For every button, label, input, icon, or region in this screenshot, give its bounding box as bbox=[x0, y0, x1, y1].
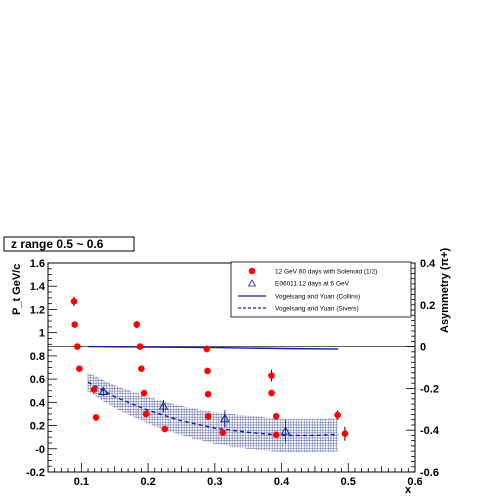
data-point-solenoid bbox=[204, 412, 212, 420]
y-left-tick-label: 1.6 bbox=[30, 258, 45, 270]
data-point-solenoid bbox=[90, 386, 98, 393]
data-point-solenoid bbox=[142, 410, 150, 418]
y-right-tick-label: 0.2 bbox=[420, 300, 435, 312]
y-left-tick-label: 1.2 bbox=[30, 304, 45, 316]
y-left-tick-label: -0 bbox=[35, 444, 45, 456]
y-axis-right-title: Asymmetry (π+) bbox=[439, 248, 451, 333]
x-tick-label: 0.1 bbox=[74, 476, 89, 488]
y-right-tick-label: -0.4 bbox=[420, 425, 440, 437]
data-point-solenoid bbox=[140, 389, 148, 397]
data-point-solenoid bbox=[341, 430, 349, 437]
title-frame bbox=[3, 236, 135, 252]
data-points bbox=[70, 296, 349, 443]
sivers-curve bbox=[87, 381, 339, 437]
y-left-tick-label: 0.8 bbox=[30, 351, 45, 363]
legend-label-solenoid: 12 GeV 60 days with Solenoid (1/2) bbox=[275, 269, 377, 276]
data-point-solenoid bbox=[203, 345, 211, 353]
y-left-tick-label: 0.6 bbox=[30, 374, 45, 386]
data-point-solenoid bbox=[92, 414, 100, 421]
y-right-tick-label: -0.2 bbox=[420, 383, 439, 395]
data-point-solenoid bbox=[272, 412, 280, 420]
legend-marker-open-triangle bbox=[247, 279, 257, 287]
data-point-e06011 bbox=[280, 426, 291, 435]
data-point-solenoid bbox=[133, 321, 141, 328]
data-point-solenoid bbox=[219, 429, 227, 436]
data-point-solenoid bbox=[138, 365, 145, 372]
data-point-e06011 bbox=[219, 413, 230, 423]
data-point-solenoid bbox=[204, 367, 211, 375]
y-left-tick-label: 0.2 bbox=[30, 421, 45, 433]
legend-label-collins: Vogelsang and Yuan (Collins) bbox=[275, 294, 360, 301]
x-tick-label: 0.3 bbox=[207, 476, 222, 488]
data-point-solenoid bbox=[268, 389, 275, 397]
sivers-error-band bbox=[87, 372, 338, 453]
data-point-e06011 bbox=[158, 401, 169, 410]
y-axis-left-title: P_t GeV/c bbox=[11, 264, 23, 315]
legend-marker-filled-circle bbox=[248, 267, 256, 275]
collins-curve bbox=[87, 345, 339, 350]
curves bbox=[87, 345, 339, 437]
data-point-solenoid bbox=[272, 431, 280, 439]
chart-title: z range 0.5 ~ 0.6 bbox=[11, 237, 104, 251]
y-right-tick-label: 0 bbox=[420, 342, 426, 354]
y-left-tick-label: 1.4 bbox=[30, 281, 46, 293]
data-point-solenoid bbox=[76, 365, 83, 372]
x-tick-label: 0.2 bbox=[140, 476, 155, 488]
data-point-solenoid bbox=[74, 343, 81, 350]
data-point-solenoid bbox=[70, 298, 78, 305]
x-axis-title: x bbox=[405, 484, 412, 496]
x-tick-label: 0.5 bbox=[341, 476, 356, 488]
x-tick-label: 0.4 bbox=[274, 476, 290, 488]
legend: 12 GeV 60 days with Solenoid (1/2) E0601… bbox=[230, 261, 412, 318]
x-tick-label: 0.6 bbox=[407, 476, 422, 488]
y-left-tick-label: 0.4 bbox=[30, 397, 46, 409]
legend-entry-solenoid: 12 GeV 60 days with Solenoid (1/2) bbox=[248, 267, 377, 276]
title-box: z range 0.5 ~ 0.6 bbox=[3, 236, 135, 252]
y-left-tick-label: 1 bbox=[39, 328, 45, 340]
legend-entry-collins: Vogelsang and Yuan (Collins) bbox=[238, 294, 360, 301]
y-left-tick-label: -0.2 bbox=[26, 467, 45, 479]
legend-label-e06011: E06011 12 days at 6 GeV bbox=[275, 281, 350, 288]
data-point-solenoid bbox=[334, 411, 341, 419]
axes: 0.1 0.2 0.3 0.4 0.5 0.6 -0.2 -0 0.2 0.4 0.6 0.8 1 1.2… bbox=[26, 258, 440, 488]
data-point-solenoid bbox=[161, 425, 169, 433]
y-right-tick-label: -0.6 bbox=[420, 467, 439, 479]
y-right-tick-label: 0.4 bbox=[420, 258, 436, 270]
legend-entry-e06011: E06011 12 days at 6 GeV bbox=[247, 279, 350, 288]
data-point-solenoid bbox=[71, 321, 78, 328]
data-point-solenoid bbox=[268, 372, 275, 379]
data-point-solenoid bbox=[136, 343, 144, 350]
legend-entry-sivers: Vogelsang and Yuan (Sivers) bbox=[238, 306, 359, 313]
data-point-solenoid bbox=[204, 390, 212, 398]
plot-area: 0.1 0.2 0.3 0.4 0.5 0.6 -0.2 -0 0.2 0.4 0.6 0.8 1 1.2… bbox=[26, 258, 440, 488]
legend-label-sivers: Vogelsang and Yuan (Sivers) bbox=[275, 306, 359, 313]
data-point-e06011 bbox=[98, 386, 109, 396]
